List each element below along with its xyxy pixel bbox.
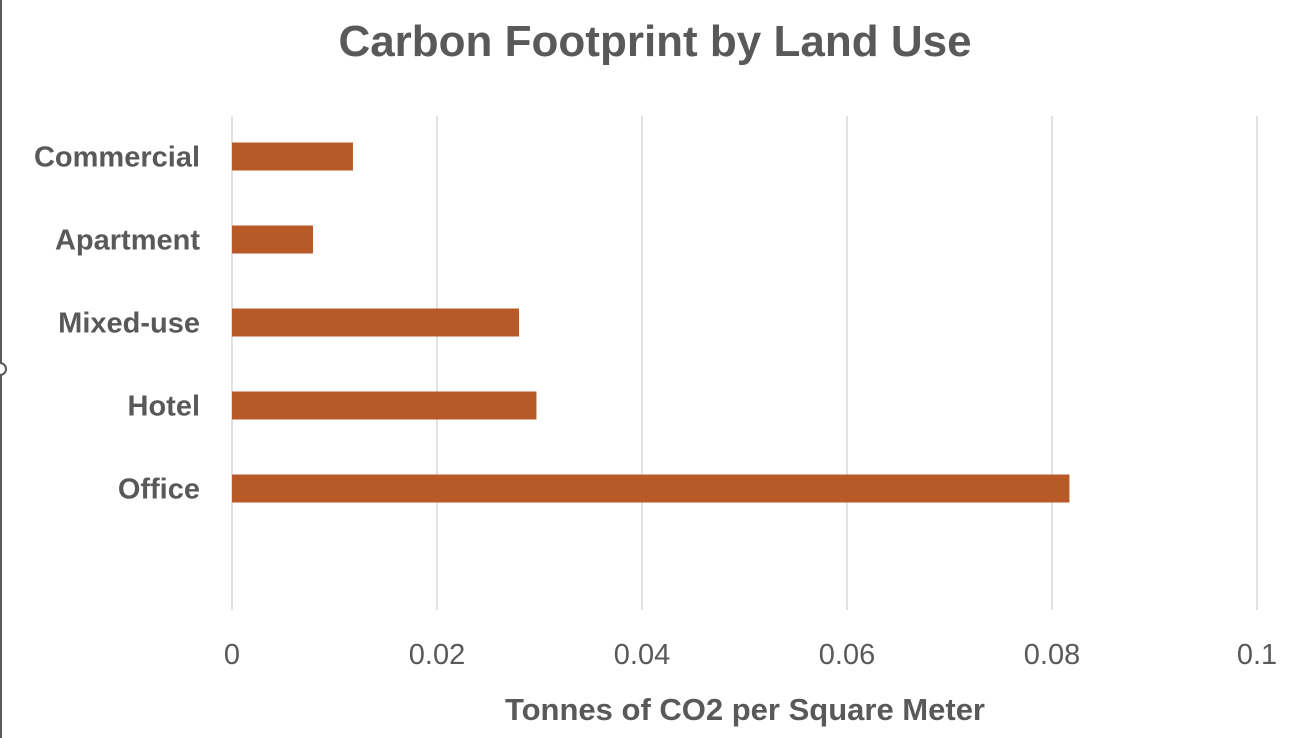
- bar-mixed-use: [232, 308, 519, 337]
- x-tick-label: 0.1: [1237, 639, 1277, 671]
- x-tick-labels: 0 0.02 0.04 0.06 0.08 0.1: [224, 639, 1277, 671]
- x-tick-label: 0.06: [819, 639, 875, 671]
- x-tick-label: 0.08: [1024, 639, 1080, 671]
- x-axis-title: Tonnes of CO2 per Square Meter: [505, 692, 985, 727]
- x-tick-label: 0.02: [409, 639, 465, 671]
- category-label: Commercial: [34, 142, 200, 174]
- bar-office: [232, 474, 1070, 503]
- bar-apartment: [232, 225, 313, 254]
- resize-handle[interactable]: [0, 362, 7, 376]
- category-label: Mixed-use: [58, 308, 200, 340]
- x-tick-label: 0: [224, 639, 240, 671]
- category-label: Office: [118, 474, 200, 506]
- bar-commercial: [232, 142, 353, 171]
- x-tick-label: 0.04: [614, 639, 670, 671]
- gridlines: [231, 116, 1258, 610]
- category-labels: Commercial Apartment Mixed-use Hotel Office: [34, 142, 200, 506]
- chart-title: Carbon Footprint by Land Use: [338, 17, 971, 66]
- category-label: Hotel: [128, 391, 201, 423]
- bars: [232, 142, 1070, 503]
- category-label: Apartment: [55, 225, 200, 257]
- bar-hotel: [232, 391, 537, 420]
